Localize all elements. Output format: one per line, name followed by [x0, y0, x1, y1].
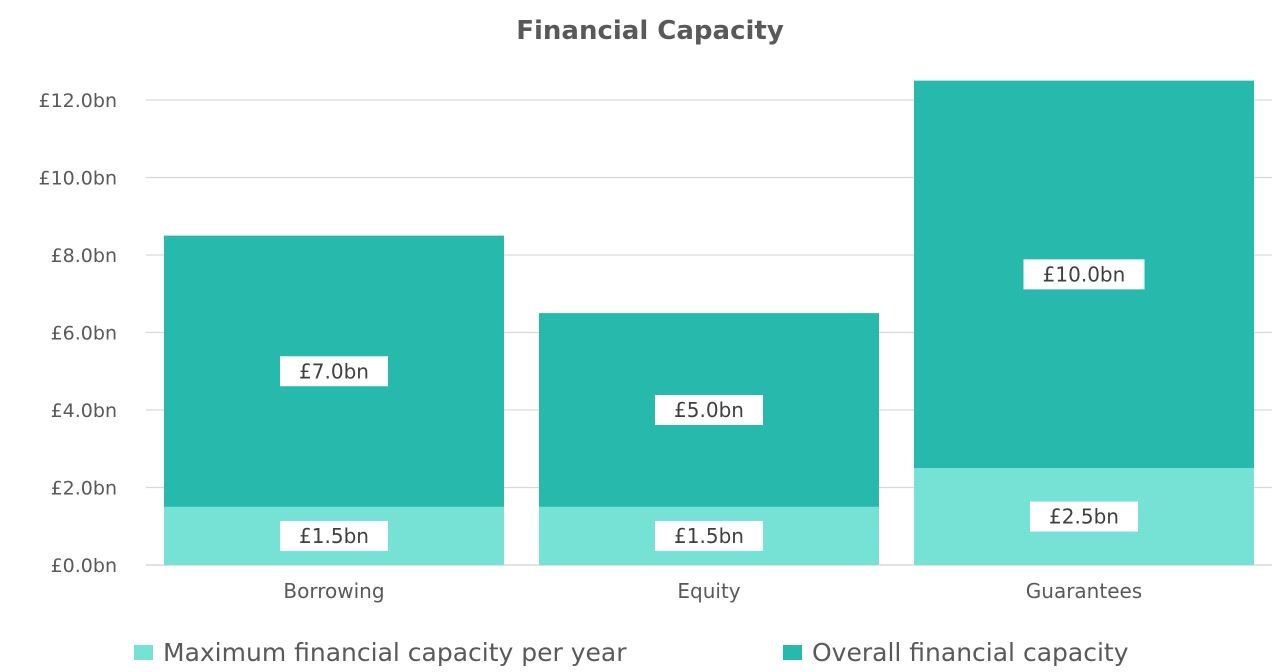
data-label-box [655, 520, 763, 551]
x-axis: Borrowing Equity Guarantees [283, 579, 1142, 603]
data-label: £7.0bn [299, 359, 369, 383]
y-tick-label: £4.0bn [51, 400, 117, 422]
data-label-box [280, 520, 388, 551]
data-label: £1.5bn [299, 524, 369, 548]
y-tick-label: £0.0bn [51, 555, 117, 577]
data-label: £2.5bn [1049, 505, 1119, 529]
legend-swatch-overall [783, 645, 802, 660]
x-tick-label: Guarantees [1026, 579, 1142, 603]
legend-swatch-max-per-year [134, 645, 153, 660]
chart-title: Financial Capacity [516, 16, 784, 46]
y-tick-label: £10.0bn [39, 168, 118, 190]
data-label: £1.5bn [674, 524, 744, 548]
x-tick-label: Equity [677, 579, 740, 603]
legend-label-max-per-year: Maximum financial capacity per year [163, 638, 627, 667]
data-label-box [655, 395, 763, 425]
y-axis: £0.0bn £2.0bn £4.0bn £6.0bn £8.0bn £10.0bn £12… [39, 90, 118, 577]
bars: £1.5bn £7.0bn £1.5bn £5.0bn £2.5bn £10.0bn [164, 80, 1254, 565]
x-tick-label: Borrowing [283, 579, 384, 603]
data-label-box [1030, 501, 1138, 532]
data-label: £5.0bn [674, 398, 744, 422]
data-label: £10.0bn [1043, 262, 1126, 286]
y-tick-label: £8.0bn [51, 245, 117, 267]
data-label-box [1023, 259, 1145, 290]
legend: Maximum financial capacity per year Overa… [134, 638, 1129, 667]
y-tick-label: £12.0bn [39, 90, 118, 112]
legend-label-overall: Overall financial capacity [812, 638, 1129, 667]
data-label-box [280, 356, 388, 387]
y-tick-label: £6.0bn [51, 323, 117, 345]
y-tick-label: £2.0bn [51, 478, 117, 500]
